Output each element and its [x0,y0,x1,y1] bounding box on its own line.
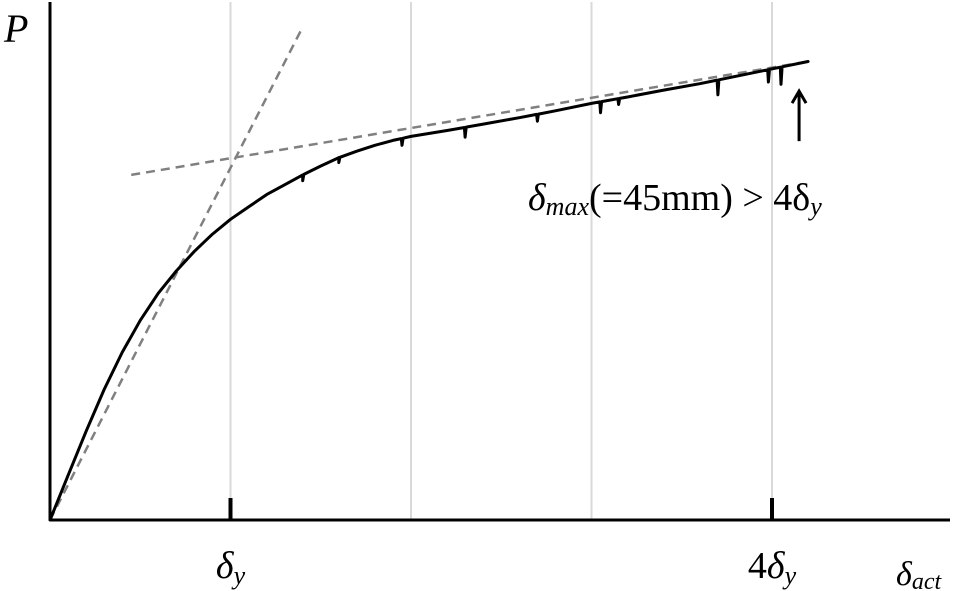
x-tick-label-symbol: δ [216,545,235,587]
annotation-text: δmax(=45mm) > 4δy [528,177,822,221]
x-tick-label-coef: 4 [748,545,767,587]
x-tick-label-1: δy [216,545,246,590]
grid-lines [229,2,773,520]
reference-line-2 [131,60,809,177]
annotation-subscript: max [546,192,590,221]
x-axis-label-symbol: δ [896,556,913,591]
annotation-end-subscript: y [807,192,822,221]
x-tick-label-2: 4δy [748,545,797,590]
series-line [48,60,810,522]
axes [48,2,950,522]
annotation: δmax(=45mm) > 4δy [528,88,822,221]
y-axis-label: P [3,6,28,51]
x-axis-label: δact [896,556,942,591]
x-ticks: δy 4δy [216,498,797,590]
reference-line-1 [48,26,304,521]
annotation-text-main: (=45mm) > 4δ [589,177,810,219]
annotation-arrow [790,88,808,142]
x-axis-label-subscript: act [912,569,943,591]
reference-lines [48,26,809,521]
annotation-symbol: δ [528,177,547,219]
x-tick-label-subscript: y [231,561,246,590]
x-tick-label-subscript: y [782,561,797,590]
x-tick-label-symbol: δ [767,545,786,587]
